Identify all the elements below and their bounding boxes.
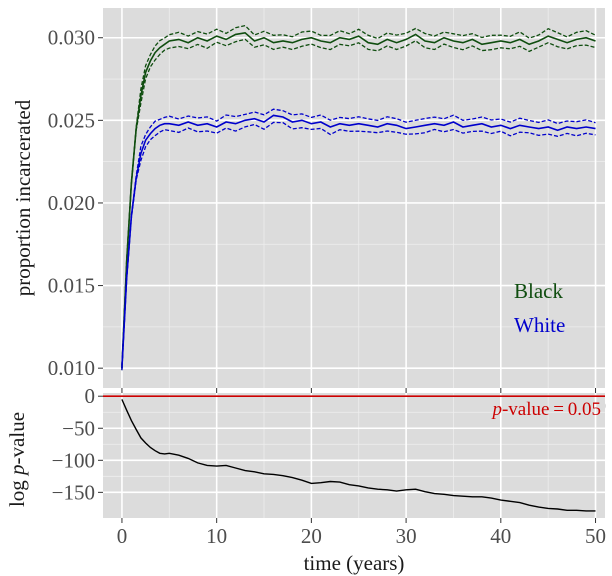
p-value-threshold-label: p-value = 0.05 [490,399,601,420]
bottom-y-axis-label-p: p [5,464,29,477]
bottom-y-tick-label: −150 [52,480,95,504]
top-y-tick-label: 0.015 [48,274,95,298]
top-y-tick-label: 0.020 [48,191,95,215]
bottom-x-tick-label: 40 [490,524,511,548]
bottom-y-tick-label: −100 [52,448,95,472]
series-white-lower-band [121,121,596,371]
bottom-x-axis-label: time (years) [304,551,405,575]
bottom-panel: p-value = 0.05 0−50−100−150 0 10 20 30 40 50 … [5,384,606,575]
bottom-y-axis-label: log p-value [5,412,29,507]
bottom-y-axis-label-log: log [5,475,29,507]
p-value-threshold-label-rest: -value = 0.05 [502,399,601,420]
series-black-lower-band [121,38,596,371]
bottom-y-axis-label-value: -value [5,412,29,464]
bottom-y-tick-label: 0 [85,384,96,408]
bottom-y-tick-labels: 0 −50 −100 −150 [52,384,103,504]
top-gridlines [103,8,605,388]
series-log-p-value-line [121,399,596,512]
top-y-axis-label: proportion incarcerated [11,99,35,296]
top-plot-background [103,8,605,388]
bottom-x-tick-label: 20 [301,524,322,548]
bottom-series-group [121,399,596,512]
series-white-line [121,114,596,369]
top-y-tick-label: 0.030 [48,26,95,50]
legend-white: White [514,313,565,337]
bottom-x-tick-labels: 0 10 20 30 40 50 [117,518,606,548]
series-black-line [121,31,596,369]
bottom-x-tick-label: 0 [117,524,128,548]
bottom-x-tick-label: 30 [396,524,417,548]
bottom-plot-background [103,393,605,518]
top-y-tick-label: 0.010 [48,356,95,380]
series-black-upper-band [121,24,596,367]
p-value-threshold-label-p: p [490,399,502,420]
bottom-x-tick-label: 50 [585,524,606,548]
bottom-x-tick-label: 10 [206,524,227,548]
top-y-tick-label: 0.025 [48,108,95,132]
legend-black: Black [514,279,563,303]
bottom-y-tick-label: −50 [62,416,95,440]
series-white-upper-band [121,108,596,366]
top-series-group [121,24,596,371]
top-y-tick-labels: 0.010 0.015 0.020 0.025 0.030 [48,26,103,380]
